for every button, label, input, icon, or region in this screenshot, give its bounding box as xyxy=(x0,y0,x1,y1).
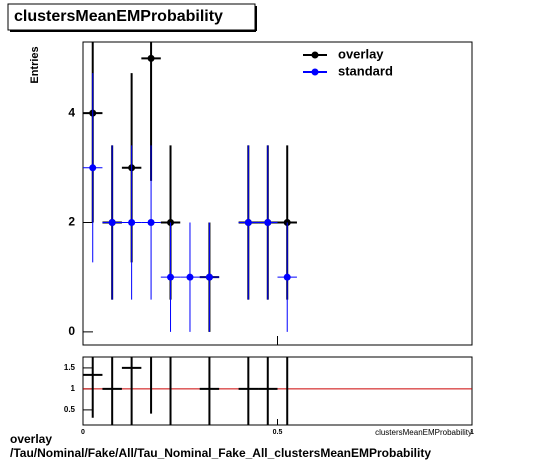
marker xyxy=(283,273,291,281)
x-axis-label: clustersMeanEMProbability xyxy=(375,428,472,437)
chart-title: clustersMeanEMProbability xyxy=(14,8,223,25)
y-tick-label: 0 xyxy=(68,324,75,338)
marker xyxy=(147,218,155,226)
marker xyxy=(147,54,155,62)
legend-marker xyxy=(311,51,319,59)
y-tick-label: 1 xyxy=(71,384,76,393)
legend-marker xyxy=(311,68,319,76)
marker xyxy=(128,218,136,226)
marker xyxy=(244,218,252,226)
frame xyxy=(82,41,473,346)
title-box xyxy=(7,3,256,31)
footer-label: overlay xyxy=(10,432,52,446)
legend-label: overlay xyxy=(338,46,384,61)
plot-area xyxy=(83,357,472,425)
footer-path: /Tau/Nominal/Fake/All/Tau_Nominal_Fake_A… xyxy=(10,446,431,460)
y-axis-label: Entries xyxy=(29,46,41,83)
y-tick-label: 2 xyxy=(68,215,75,229)
marker xyxy=(167,273,175,281)
marker xyxy=(205,273,213,281)
y-tick-label: 0.5 xyxy=(64,405,76,414)
x-tick-label: 1 xyxy=(470,429,474,436)
y-tick-label: 4 xyxy=(68,105,75,119)
marker xyxy=(264,218,272,226)
legend-label: standard xyxy=(338,63,393,78)
plot-area xyxy=(83,42,297,332)
x-tick-label: 0 xyxy=(81,429,85,436)
marker xyxy=(108,218,116,226)
y-tick-label: 1.5 xyxy=(64,363,76,372)
x-tick-label: 0.5 xyxy=(273,429,283,436)
marker xyxy=(186,273,194,281)
marker xyxy=(89,164,97,172)
